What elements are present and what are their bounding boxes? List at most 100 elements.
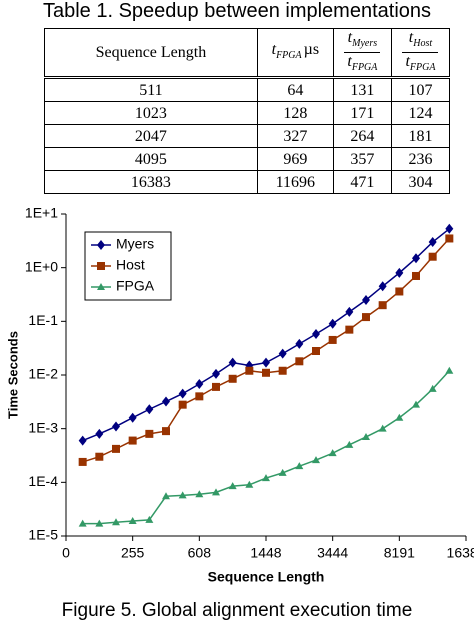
symbol: t [347,29,353,46]
marker [278,468,287,476]
marker [95,428,104,439]
marker [378,424,387,432]
marker [445,234,454,243]
table-cell: 181 [390,124,451,149]
marker [112,444,120,453]
marker [345,306,354,317]
marker [78,457,87,466]
marker [295,338,304,349]
marker [362,432,370,440]
denominator: tFPGA [344,53,380,76]
marker [212,382,220,391]
fraction: tMyers tFPGA [344,29,381,76]
table-cell: 327 [256,124,334,149]
marker [228,374,237,383]
table-title: Table 1. Speedup between implementations [42,0,432,22]
y-tick-label: 1E-1 [28,312,58,328]
marker [362,294,370,305]
marker [112,518,120,526]
marker [295,462,304,470]
marker [112,421,120,432]
table-cell: 124 [390,101,451,126]
marker [97,240,105,250]
marker [195,378,204,389]
table-cell: 64 [256,77,334,103]
marker [312,456,320,464]
marker [212,488,220,496]
denominator: tFPGA [402,53,438,76]
table-cell: 2047 [44,124,258,149]
y-tick-label: 1E-3 [28,419,58,435]
marker [312,329,320,340]
marker [162,492,170,500]
table-cell: 357 [332,147,392,172]
table-cell: 471 [332,170,392,195]
marker [428,384,437,392]
marker [362,313,370,322]
marker [78,435,87,446]
marker [428,237,437,248]
marker [345,440,354,448]
series-line [82,370,450,525]
table-cell: 128 [256,101,334,126]
fraction: tHost tFPGA [402,29,439,76]
marker [312,347,320,356]
marker [228,357,237,368]
marker [145,404,154,415]
marker [262,368,270,377]
symbol: t [408,29,414,46]
marker [195,490,204,498]
marker [295,357,304,366]
x-tick-label: 8191 [384,545,415,561]
marker [245,480,254,488]
marker [145,429,154,438]
symbol: t [347,53,352,71]
table-cell: 304 [390,170,451,195]
marker [395,287,404,296]
marker [378,301,387,310]
table-cell: 264 [332,124,392,149]
marker [445,223,454,234]
y-tick-label: 1E+0 [25,258,58,274]
header-cell: tFPGA µs [256,27,334,80]
x-tick-label: 255 [121,545,145,561]
marker [128,517,137,525]
subscript: Host [413,38,433,50]
marker [278,348,287,359]
header-cell: tMyers tFPGA [332,27,392,80]
table-cell: 16383 [44,170,258,195]
marker [345,325,354,334]
marker [95,452,104,461]
table: Sequence Length tFPGA µs tMyers tFPGA tHost tF… [44,27,451,195]
marker [78,519,87,527]
x-tick-label: 3444 [317,545,348,561]
x-tick-label: 608 [188,545,212,561]
marker [245,366,254,375]
table-row: 4095 969 357 236 [44,147,451,172]
table-cell: 1023 [44,101,258,126]
marker [262,474,270,482]
marker [412,400,420,408]
subscript: Myers [352,38,378,50]
marker [178,491,187,499]
marker [162,427,170,436]
marker [128,436,137,445]
marker [412,271,420,280]
marker [395,267,404,278]
marker [445,366,454,374]
marker [328,318,337,329]
y-tick-label: 1E-5 [28,527,58,543]
y-tick-label: 1E-4 [28,473,58,489]
table-row: 2047 327 264 181 [44,124,451,149]
y-tick-label: 1E-2 [28,366,58,382]
symbol: t [405,53,410,71]
table-body: Sequence Length tFPGA µs tMyers tFPGA tHost tF… [44,27,451,195]
table-cell: 969 [256,147,334,172]
figure-caption: Figure 5. Global alignment execution tim… [61,600,413,621]
marker [95,519,104,527]
marker [162,396,170,407]
marker [145,515,154,523]
table-row: 1023 128 171 124 [44,101,451,126]
x-tick-label: 0 [62,545,70,561]
header-row: Sequence Length tFPGA µs tMyers tFPGA tHost tF… [44,27,451,80]
